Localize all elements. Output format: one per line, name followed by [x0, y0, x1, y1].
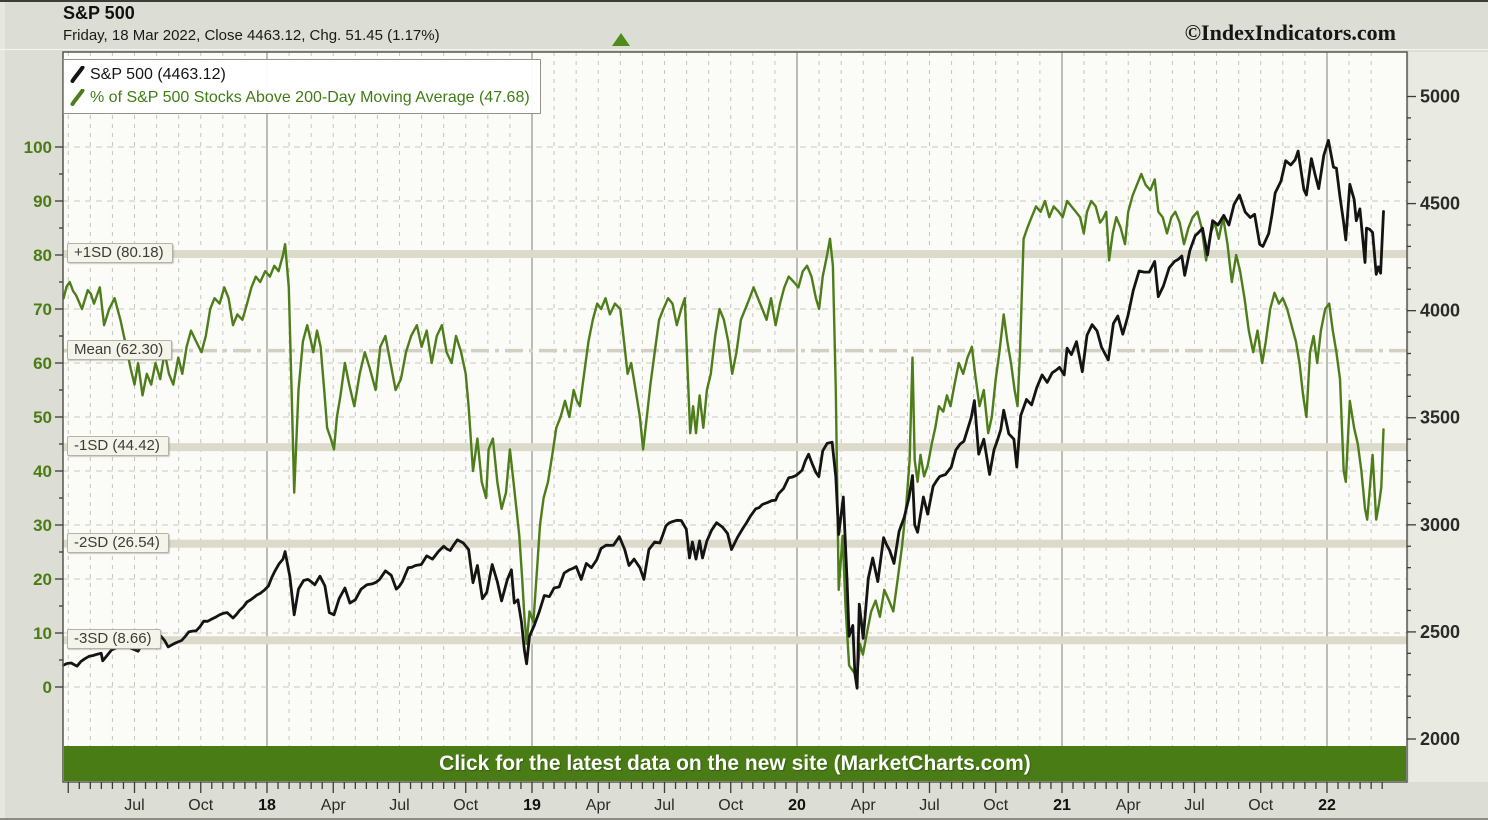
breadth-line-swatch-icon: [70, 89, 85, 106]
legend-item-sp500[interactable]: S&P 500 (4463.12): [70, 63, 530, 86]
x-tick-label-month: Apr: [321, 797, 347, 814]
sd-band-label: -3SD (8.66): [67, 629, 161, 650]
x-tick-label-month: Apr: [851, 797, 877, 814]
copyright-watermark: ©IndexIndicators.com: [1184, 20, 1396, 45]
x-tick-label-month: Jul: [919, 797, 939, 814]
banner-link[interactable]: Click for the latest data on the new sit…: [64, 746, 1406, 781]
breadth-line: [62, 172, 1385, 678]
y-right-tick-label: 4500: [1420, 194, 1460, 214]
right-axis-strip: [1409, 52, 1488, 782]
x-tick-label-year: 20: [788, 797, 806, 814]
sd-band-label: -1SD (44.42): [67, 436, 169, 457]
legend: S&P 500 (4463.12) % of S&P 500 Stocks Ab…: [63, 59, 541, 114]
x-tick-label-month: Oct: [188, 797, 213, 814]
y-left-tick-label: 30: [33, 516, 52, 535]
sp500-line: [62, 139, 1385, 690]
change-up-triangle-icon: [612, 33, 630, 46]
banner-text: Click for the latest data on the new sit…: [439, 751, 1031, 775]
x-tick-label-month: Oct: [718, 797, 743, 814]
legend-label-breadth: % of S&P 500 Stocks Above 200-Day Moving…: [90, 88, 530, 106]
y-left-tick-label: 0: [43, 678, 52, 697]
y-left-tick-label: 70: [33, 300, 52, 319]
y-right-tick-label: 5000: [1420, 86, 1460, 106]
y-left-tick-label: 80: [33, 246, 52, 265]
legend-label-sp500: S&P 500 (4463.12): [90, 65, 226, 83]
header-divider: [0, 49, 1488, 50]
y-left-tick-label: 60: [33, 354, 52, 373]
y-left-tick-label: 90: [33, 192, 52, 211]
x-tick-label-month: Apr: [586, 797, 612, 814]
x-tick-label-year: 22: [1318, 797, 1336, 814]
y-right-tick-label: 4000: [1420, 301, 1460, 321]
y-right-tick-label: 2000: [1420, 729, 1460, 749]
y-left-tick-label: 100: [24, 138, 52, 157]
y-left-tick-label: 40: [33, 462, 52, 481]
page-title: S&P 500: [63, 3, 135, 23]
quote-subtitle: Friday, 18 Mar 2022, Close 4463.12, Chg.…: [63, 27, 440, 44]
x-tick-label-month: Jul: [124, 797, 144, 814]
y-right-tick-label: 3500: [1420, 408, 1460, 428]
left-edge-highlight: [0, 2, 5, 818]
x-tick-label-month: Oct: [453, 797, 478, 814]
sd-band: [63, 443, 1407, 452]
x-tick-label-year: 18: [258, 797, 276, 814]
mean-label: Mean (62.30): [67, 339, 173, 360]
x-tick-label-month: Jul: [1184, 797, 1204, 814]
x-tick-label-month: Jul: [389, 797, 409, 814]
y-right-tick-label: 3000: [1420, 515, 1460, 535]
sd-band-label: -2SD (26.54): [67, 532, 169, 553]
y-right-tick-label: 2500: [1420, 622, 1460, 642]
x-tick-label-year: 21: [1053, 797, 1071, 814]
sp500-line-swatch-icon: [70, 66, 85, 83]
sd-band: [63, 636, 1407, 645]
x-tick-label-month: Oct: [983, 797, 1008, 814]
x-tick-label-month: Oct: [1248, 797, 1273, 814]
y-left-tick-label: 50: [33, 408, 52, 427]
x-tick-label-year: 19: [523, 797, 541, 814]
x-tick-label-month: Apr: [1116, 797, 1142, 814]
legend-item-breadth[interactable]: % of S&P 500 Stocks Above 200-Day Moving…: [70, 86, 530, 109]
y-left-tick-label: 10: [33, 624, 52, 643]
sd-band: [63, 250, 1407, 259]
sd-band-label: +1SD (80.18): [67, 243, 173, 264]
x-tick-label-month: Jul: [654, 797, 674, 814]
y-left-tick-label: 20: [33, 570, 52, 589]
